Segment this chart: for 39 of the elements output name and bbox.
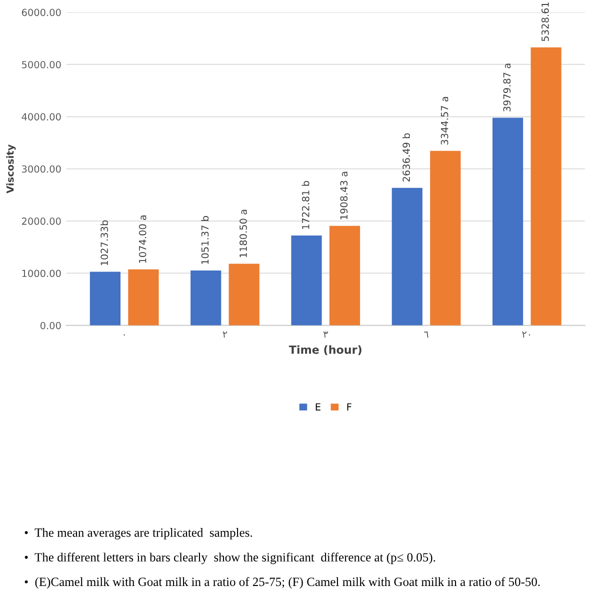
x-tick-label: ٢ [222,331,228,338]
data-label: 3344.57 a [440,96,448,145]
legend-label: F [347,403,352,410]
data-label: 1180.50 a [240,210,247,258]
data-label: 1051.37 b [201,216,209,264]
x-tick-label: ٦ [424,331,428,338]
text: • The mean averages are triplicated samples. [24,528,252,540]
text: • The different letters in bars clearly show the significant difference at (p≤ 0.05). [24,552,436,564]
bar [128,269,159,326]
bar [530,47,562,326]
x-tick-label: ٢٠ [522,331,530,338]
bar [190,270,222,326]
y-tick-label: 1000.00 [22,270,61,278]
y-tick-label: 4000.00 [22,113,61,120]
data-label: 1074.00 a [138,215,146,263]
y-tick-label: 2000.00 [22,218,61,225]
bar [291,236,322,326]
x-tick-label: ٠ [124,334,125,336]
x-axis-title: Time (hour) [288,345,362,356]
bar [329,226,360,326]
text: • (E)Camel milk with Goat milk in a ratio of 25-75; (F) Camel milk with Goat milk in a ratio of 50-50. [24,577,540,589]
x-tick-label: ٣ [323,331,328,338]
bar [430,150,461,326]
bar [228,264,260,326]
data-label: 5328.61 [542,2,549,42]
y-tick-label: 0.00 [40,322,61,330]
y-tick-label: 5000.00 [22,60,61,68]
data-label: 3979.87 a [503,64,511,112]
y-tick-label: 3000.00 [22,165,61,173]
data-label: 1908.43 a [340,172,348,220]
bar [90,272,120,326]
data-label: 1027.33b [100,220,108,266]
data-label: 1722.81 b [302,181,310,229]
y-tick-label: 6000.00 [22,8,61,16]
bar [392,188,422,326]
legend-label: E [316,403,320,410]
bar [492,118,524,326]
y-axis-title: Viscosity [6,144,16,194]
data-label: 2636.49 b [402,133,410,182]
